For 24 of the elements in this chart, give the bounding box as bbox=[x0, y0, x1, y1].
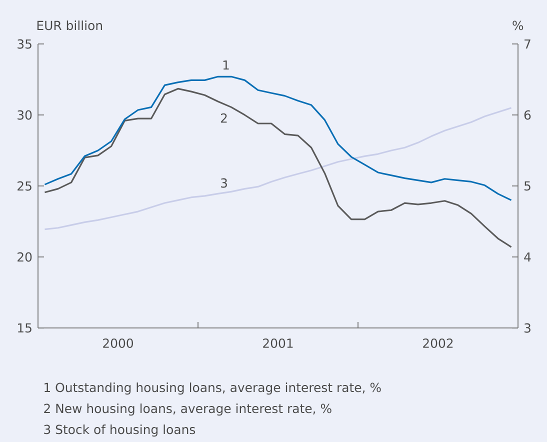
y-tick-label: 35 bbox=[18, 39, 32, 49]
line-series bbox=[44, 76, 512, 201]
y2-tick-label: 5 bbox=[524, 181, 530, 191]
text: 2 New housing loans, average interest rate, % bbox=[44, 404, 332, 416]
line-series bbox=[44, 107, 512, 230]
annotation: 3 bbox=[221, 178, 227, 188]
y2-tick-label: 6 bbox=[524, 110, 531, 120]
text: 1 Outstanding housing loans, average interest rate, % bbox=[44, 382, 381, 395]
y2-tick-label: 7 bbox=[524, 39, 530, 49]
annotation: 1 bbox=[223, 60, 229, 70]
y-tick-label: 30 bbox=[18, 110, 32, 120]
line-series bbox=[44, 88, 512, 248]
y2-tick-label: 4 bbox=[524, 252, 531, 262]
x-tick-label: 2002 bbox=[423, 338, 453, 348]
y-axis-title: EUR billion bbox=[37, 20, 102, 30]
y-tick-label: 25 bbox=[18, 181, 32, 191]
y-tick-label: 15 bbox=[18, 323, 32, 333]
annotation: 2 bbox=[220, 113, 227, 123]
y-tick-label: 20 bbox=[18, 252, 32, 262]
y2-tick-label: 3 bbox=[524, 323, 530, 333]
text: 3 Stock of housing loans bbox=[44, 424, 196, 437]
x-tick-label: 2001 bbox=[263, 338, 293, 348]
x-tick-label: 2000 bbox=[103, 338, 134, 348]
y2-axis-title: % bbox=[512, 20, 524, 30]
